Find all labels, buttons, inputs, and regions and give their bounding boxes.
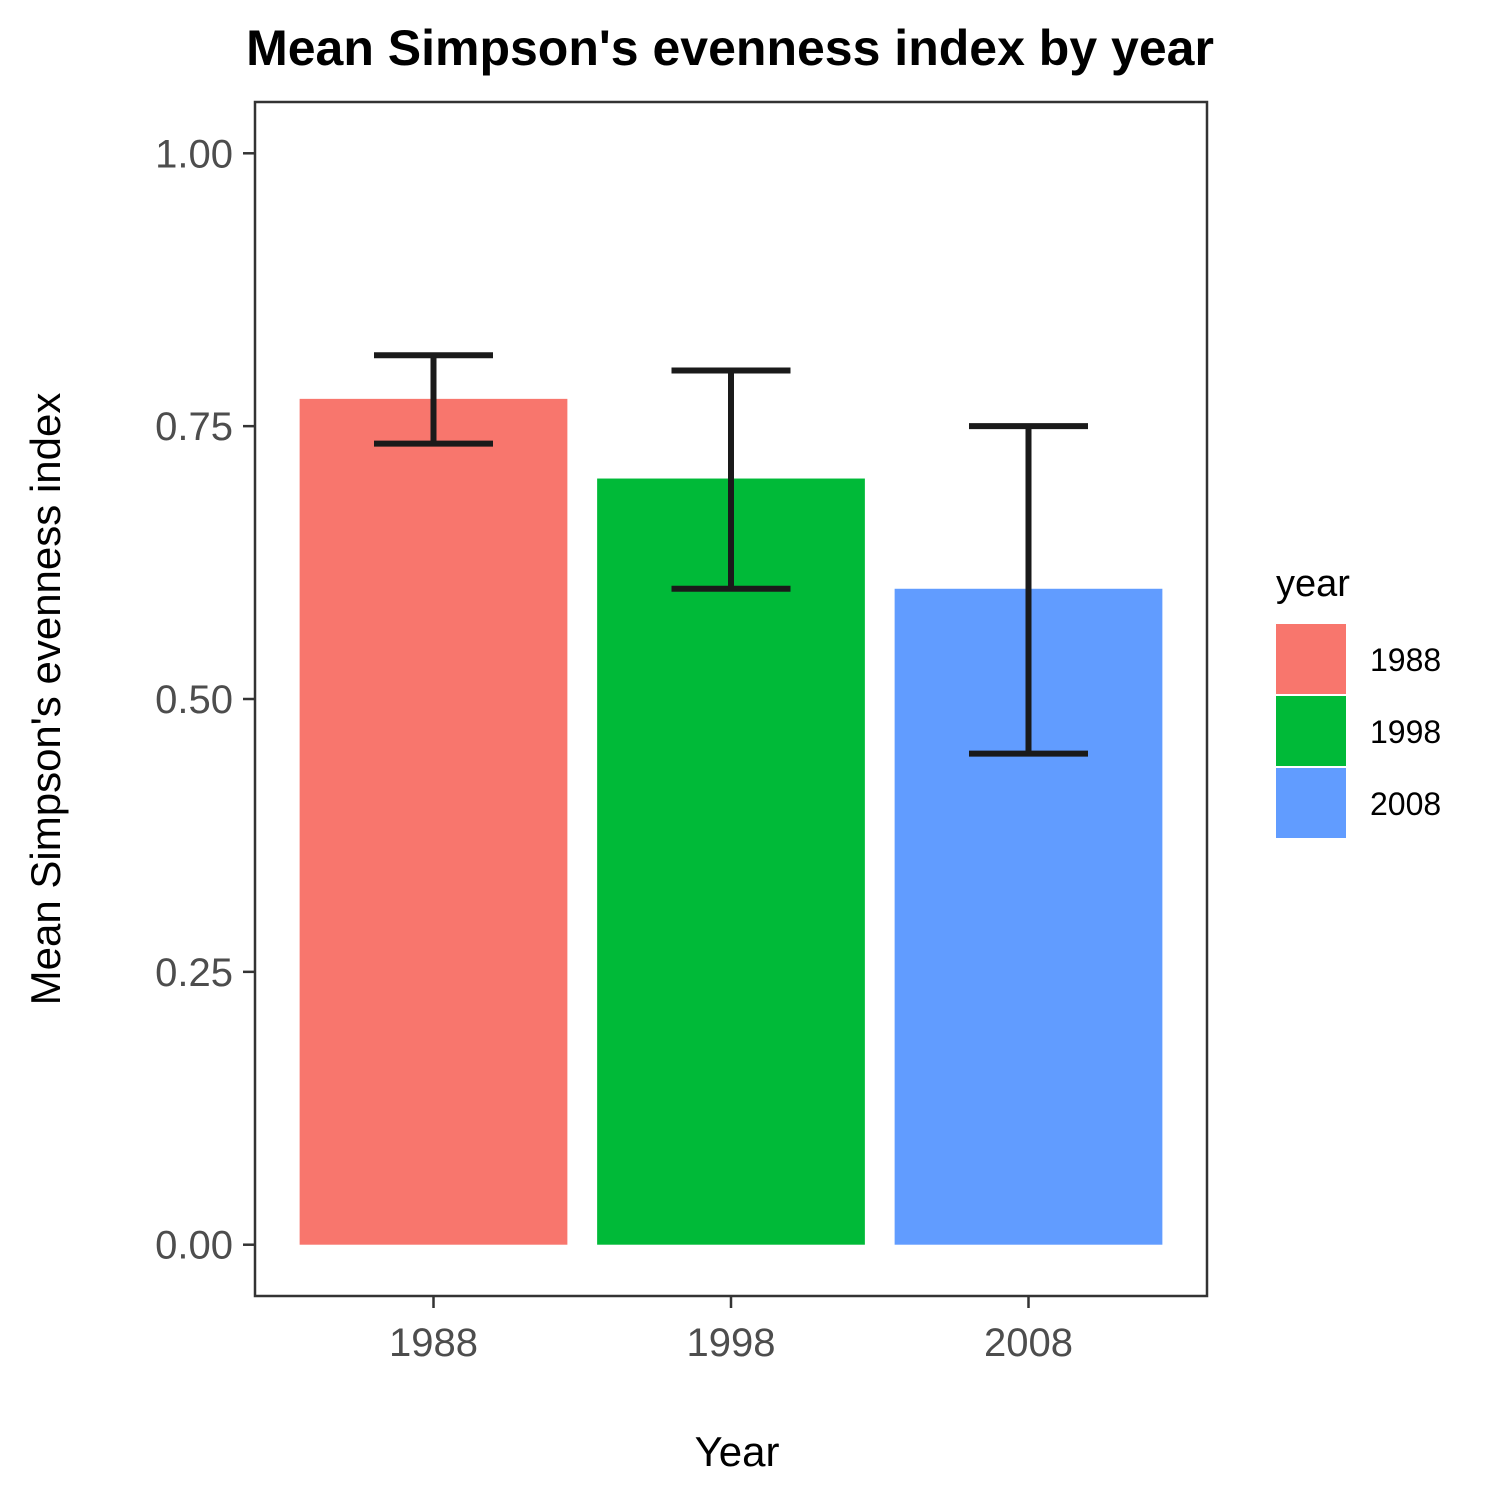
x-axis: 1988 1998 2008 — [389, 1296, 1073, 1365]
legend-key-1998 — [1276, 696, 1346, 766]
legend-label-2008: 2008 — [1370, 786, 1441, 822]
bar-1998 — [597, 478, 865, 1245]
legend: year 1988 1998 2008 — [1276, 563, 1441, 838]
error-bar-1988 — [374, 352, 493, 447]
error-bar-1998 — [671, 367, 791, 592]
y-tick-label: 0.50 — [155, 678, 233, 722]
error-bars — [374, 352, 1088, 757]
y-tick-label: 0.00 — [155, 1224, 233, 1268]
chart-title: Mean Simpson's evenness index by year — [246, 20, 1214, 76]
y-tick-label: 1.00 — [155, 132, 233, 176]
x-tick-label: 2008 — [984, 1321, 1073, 1365]
legend-title: year — [1276, 563, 1350, 605]
bar-1988 — [299, 398, 568, 1245]
x-tick-label: 1998 — [687, 1321, 776, 1365]
y-axis: 0.00 0.25 0.50 0.75 1.00 — [155, 132, 255, 1268]
legend-key-2008 — [1276, 768, 1346, 838]
x-tick-label: 1988 — [389, 1321, 478, 1365]
y-axis-title: Mean Simpson's evenness index — [22, 393, 69, 1006]
y-tick-label: 0.75 — [155, 405, 233, 449]
legend-key-1988 — [1276, 624, 1346, 694]
error-bar-2008 — [969, 423, 1088, 757]
legend-label-1998: 1998 — [1370, 714, 1441, 750]
y-tick-label: 0.25 — [155, 951, 233, 995]
bars — [299, 398, 1163, 1245]
legend-label-1988: 1988 — [1370, 642, 1441, 678]
x-axis-title: Year — [695, 1428, 780, 1475]
